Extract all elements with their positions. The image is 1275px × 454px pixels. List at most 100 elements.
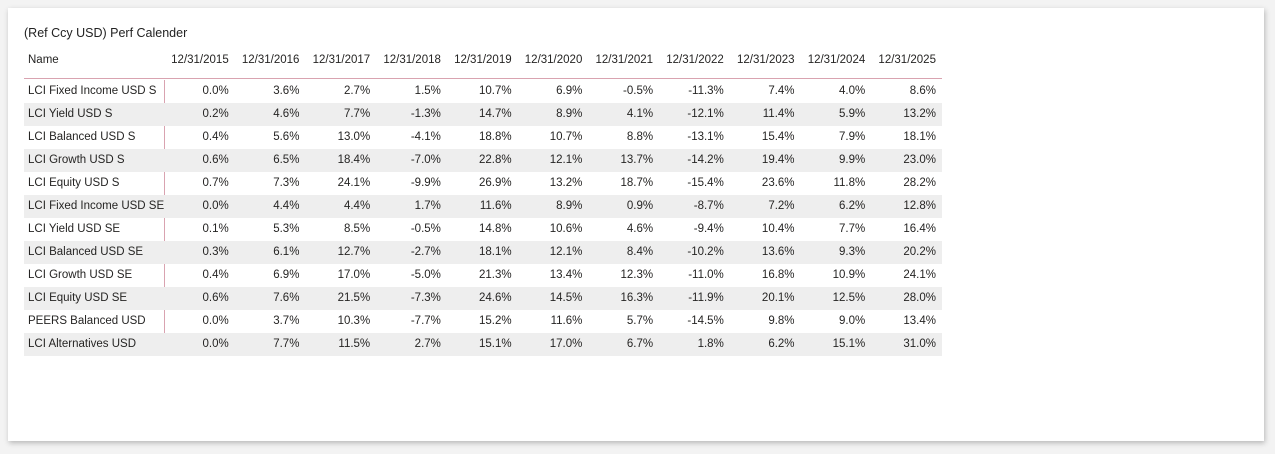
name-cell: PEERS Balanced USD <box>28 315 146 327</box>
value-cell: 22.8% <box>479 154 512 166</box>
value-cell: 12.5% <box>832 292 866 304</box>
value-cell: 15.4% <box>761 131 795 143</box>
value-cell: 1.8% <box>697 338 724 350</box>
value-cell: 21.5% <box>337 292 371 304</box>
row-band <box>24 333 942 356</box>
value-cell: 10.9% <box>832 269 866 281</box>
value-cell: 0.0% <box>202 85 229 97</box>
value-cell: 9.8% <box>768 315 795 327</box>
value-cell: 6.9% <box>273 269 300 281</box>
value-cell: 0.6% <box>202 154 229 166</box>
value-cell: -7.3% <box>410 292 441 304</box>
value-cell: 28.0% <box>903 292 936 304</box>
row-band <box>24 195 942 218</box>
value-cell: 8.9% <box>556 200 583 212</box>
value-cell: 31.0% <box>903 338 936 350</box>
value-cell: 24.1% <box>903 269 936 281</box>
value-cell: 8.8% <box>626 131 654 143</box>
value-cell: 9.0% <box>839 315 866 327</box>
value-cell: 8.9% <box>556 108 583 120</box>
value-cell: 9.9% <box>839 154 866 166</box>
value-cell: 16.8% <box>761 269 795 281</box>
value-cell: 7.3% <box>273 177 300 189</box>
value-cell: 7.7% <box>273 338 300 350</box>
column-header: 12/31/2015 <box>171 54 229 66</box>
value-cell: 23.6% <box>761 177 795 189</box>
value-cell: -2.7% <box>410 246 441 258</box>
value-cell: 4.0% <box>839 85 866 97</box>
value-cell: 11.5% <box>338 338 371 350</box>
value-cell: 13.7% <box>620 154 654 166</box>
header-rule <box>24 78 942 79</box>
column-header: 12/31/2023 <box>736 54 795 66</box>
value-cell: 4.1% <box>626 108 654 120</box>
value-cell: 16.3% <box>620 292 654 304</box>
value-cell: 0.6% <box>202 292 229 304</box>
value-cell: 20.1% <box>761 292 795 304</box>
value-cell: 4.6% <box>273 108 300 120</box>
name-cell: LCI Equity USD S <box>28 177 120 189</box>
value-cell: 4.4% <box>343 200 371 212</box>
value-cell: 13.4% <box>549 269 583 281</box>
value-cell: 0.0% <box>202 338 229 350</box>
value-cell: 1.5% <box>414 85 441 97</box>
value-cell: -7.0% <box>410 154 441 166</box>
value-cell: 1.7% <box>414 200 441 212</box>
value-cell: 0.7% <box>202 177 229 189</box>
value-cell: -10.2% <box>687 246 724 258</box>
row-band <box>24 103 942 126</box>
value-cell: 0.0% <box>202 200 229 212</box>
visual-title: (Ref Ccy USD) Perf Calender <box>24 26 188 40</box>
value-cell: 10.7% <box>479 85 512 97</box>
value-cell: 12.8% <box>903 200 936 212</box>
value-cell: 14.8% <box>479 223 512 235</box>
row-band <box>24 287 942 310</box>
name-cell: LCI Balanced USD S <box>28 131 136 143</box>
value-cell: 18.8% <box>479 131 512 143</box>
column-header: 12/31/2020 <box>524 54 583 66</box>
column-header: Name <box>28 54 59 66</box>
value-cell: 15.1% <box>832 338 866 350</box>
value-cell: 6.2% <box>839 200 866 212</box>
value-cell: 10.6% <box>549 223 583 235</box>
value-cell: 11.4% <box>762 108 795 120</box>
name-cell: LCI Growth USD S <box>28 154 125 166</box>
value-cell: -4.1% <box>410 131 441 143</box>
value-cell: 18.1% <box>903 131 936 143</box>
value-cell: 7.2% <box>768 200 795 212</box>
value-cell: -8.7% <box>693 200 724 212</box>
value-cell: 7.6% <box>273 292 300 304</box>
value-cell: 4.6% <box>626 223 654 235</box>
value-cell: -15.4% <box>687 177 724 189</box>
value-cell: 21.3% <box>479 269 512 281</box>
value-cell: 3.7% <box>273 315 300 327</box>
value-cell: 14.7% <box>479 108 512 120</box>
value-cell: 12.1% <box>549 154 583 166</box>
value-cell: -7.7% <box>410 315 441 327</box>
value-cell: 7.7% <box>839 223 866 235</box>
value-cell: 2.7% <box>343 85 371 97</box>
value-cell: 28.2% <box>903 177 936 189</box>
name-cell: LCI Fixed Income USD SE <box>28 200 165 212</box>
value-cell: 13.2% <box>549 177 583 189</box>
value-cell: -1.3% <box>410 108 441 120</box>
value-cell: 11.8% <box>833 177 866 189</box>
value-cell: 26.9% <box>479 177 512 189</box>
value-cell: -14.2% <box>687 154 724 166</box>
column-header: 12/31/2017 <box>312 54 371 66</box>
value-cell: 9.3% <box>839 246 866 258</box>
value-cell: 17.0% <box>337 269 371 281</box>
value-cell: 6.7% <box>626 338 654 350</box>
value-cell: 12.3% <box>620 269 654 281</box>
value-cell: 8.6% <box>909 85 936 97</box>
value-cell: 18.7% <box>620 177 654 189</box>
value-cell: 0.3% <box>202 246 229 258</box>
name-cell: LCI Growth USD SE <box>28 269 133 281</box>
value-cell: 6.5% <box>273 154 300 166</box>
value-cell: 4.4% <box>273 200 300 212</box>
value-cell: 0.2% <box>202 108 229 120</box>
value-cell: -9.4% <box>693 223 724 235</box>
value-cell: 12.1% <box>549 246 583 258</box>
value-cell: 7.7% <box>343 108 371 120</box>
